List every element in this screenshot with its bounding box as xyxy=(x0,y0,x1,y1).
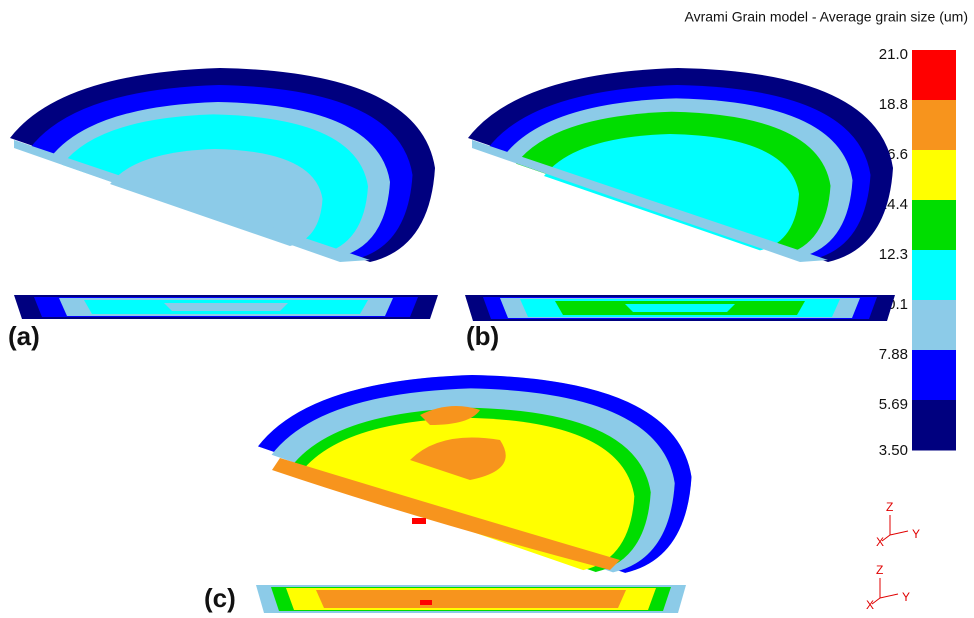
colorbar-band xyxy=(912,200,956,251)
panel-label: (a) xyxy=(8,321,40,351)
triad-label: Y xyxy=(902,590,910,604)
colorbar-label: 18.8 xyxy=(879,96,908,113)
triad-axis xyxy=(890,531,908,535)
contour-region xyxy=(412,518,426,524)
contour-region xyxy=(420,600,432,605)
triad-label: Z xyxy=(876,563,883,577)
figure: Avrami Grain model - Average grain size … xyxy=(0,0,974,613)
specimen-side xyxy=(256,585,686,613)
colorbar-band xyxy=(912,150,956,201)
contour-region xyxy=(110,149,323,246)
colorbar-band xyxy=(912,400,956,451)
panel-label: (c) xyxy=(204,583,236,613)
contour-region xyxy=(164,303,288,311)
specimen-side xyxy=(465,295,895,321)
triad-axis xyxy=(880,594,898,598)
colorbar-band xyxy=(912,50,956,101)
triad-label: X xyxy=(876,535,884,549)
panel-label: (b) xyxy=(466,321,499,351)
triad-label: Z xyxy=(886,500,893,514)
triad-label: X xyxy=(866,598,874,612)
colorbar-band xyxy=(912,350,956,401)
colorbar-label: 3.50 xyxy=(879,442,908,459)
colorbar-label: 7.88 xyxy=(879,346,908,363)
triad-label: Y xyxy=(912,527,920,541)
colorbar-band xyxy=(912,250,956,301)
legend-title: Avrami Grain model - Average grain size … xyxy=(685,9,968,25)
axis-triad: Z X Y xyxy=(876,500,920,549)
contour-region xyxy=(544,134,799,250)
specimen-side xyxy=(14,295,438,319)
colorbar-band xyxy=(912,300,956,351)
axis-triad: Z X Y xyxy=(866,563,910,612)
colorbar-label: 5.69 xyxy=(879,396,908,413)
colorbar-label: 12.3 xyxy=(879,246,908,263)
colorbar-label: 21.0 xyxy=(879,46,908,63)
colorbar-band xyxy=(912,100,956,151)
contour-region xyxy=(316,590,626,608)
contour-region xyxy=(625,304,735,312)
